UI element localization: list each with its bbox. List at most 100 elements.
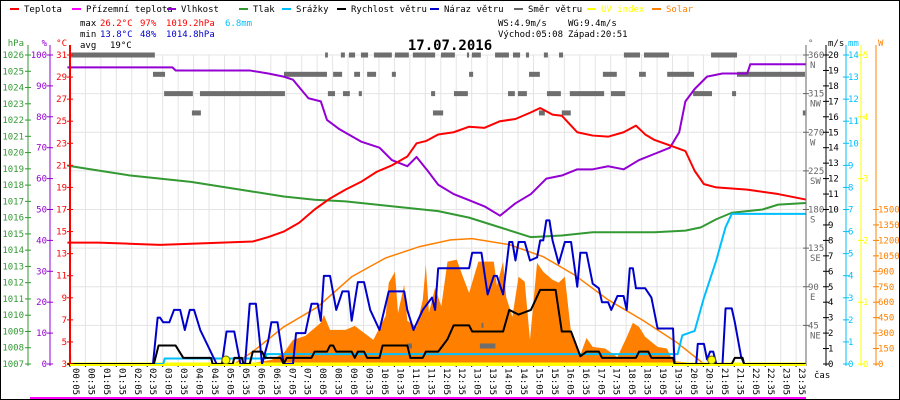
temperature-axis-tick-label: 17 [56, 206, 67, 216]
humidity-axis-tick-label: 20 [36, 298, 47, 308]
solar-axis-tick-label: 1350 [878, 221, 900, 231]
time-axis-label: 17:05 [595, 368, 605, 395]
solar-axis-tick-label: 300 [878, 329, 894, 339]
uv-axis-tick-label: 1 [863, 298, 868, 308]
wind-direction-mark [340, 52, 345, 58]
pressure-axis-tick-label: 1012 [2, 279, 24, 289]
wind-direction-mark [394, 52, 409, 58]
wind-axis-tick-label: 2 [828, 329, 833, 339]
wind-direction-mark [373, 52, 392, 58]
wind-axis-tick-label: 5 [828, 283, 833, 293]
wind-axis-tick-label: 9 [828, 221, 833, 231]
temperature-axis-tick-label: 15 [56, 228, 67, 238]
wind-direction-mark [431, 91, 436, 97]
stat-avg-label: avg [80, 41, 96, 51]
time-axis-label: 15:05 [533, 368, 543, 395]
direction-axis-tick-label: 45 [808, 321, 819, 331]
wind-direction-mark [164, 91, 193, 97]
wind-direction-mark [495, 52, 509, 58]
time-axis-label: 21:35 [734, 368, 744, 395]
direction-axis-tick-label: 180 [808, 206, 824, 216]
direction-axis-name-label: W [810, 138, 816, 148]
wind-direction-mark [737, 71, 805, 77]
rain-axis-tick-label: 4 [848, 272, 853, 282]
stat-min-pressure: 1014.8hPa [166, 30, 215, 40]
rain-axis-tick-label: 10 [848, 139, 859, 149]
wind-axis-tick-label: 6 [828, 267, 833, 277]
humidity-axis-tick-label: 30 [36, 267, 47, 277]
wind-direction-mark [693, 91, 712, 97]
solar-axis-tick-label: 150 [878, 345, 894, 355]
legend-item-label: UV index [601, 5, 645, 15]
wind-direction-mark [610, 91, 626, 97]
time-axis-labels: 00:05 00:35 01:05 01:35 02:05 02:35 03:05 03:35… [69, 364, 806, 395]
humidity-axis-unit: % [42, 39, 48, 49]
stats-block: max 26.2°C 97% 1019.2hPa 6.8mm min 13.8°… [80, 19, 628, 51]
legend-item-label: Rychlost větru [351, 5, 427, 15]
temperature-axis-tick-label: 3 [62, 360, 67, 370]
direction-axis-tick-label: 360 [808, 51, 824, 61]
solar-axis-tick-label: 600 [878, 298, 894, 308]
wind-direction-mark [469, 71, 474, 77]
legend-item-label: Vlhkost [181, 5, 219, 15]
wind-direction-mark [639, 71, 646, 77]
solar-axis-tick-label: 0 [878, 360, 883, 370]
stat-avg-temp: 19°C [110, 41, 132, 51]
legend-item-label: Tlak [253, 5, 275, 15]
temperature-line [67, 106, 807, 246]
solar-axis-unit: W [878, 39, 884, 49]
time-axis-label: 07:05 [286, 368, 296, 395]
direction-axis-name-label: SW [810, 177, 821, 187]
time-axis-label: 18:35 [642, 368, 652, 395]
time-axis-label: 04:35 [209, 368, 219, 395]
direction-axis-name-label: NE [810, 331, 821, 341]
wind-direction-mark [412, 52, 436, 58]
pressure-axis-tick-label: 1011 [2, 295, 24, 305]
direction-axis-name-label: E [810, 293, 815, 303]
time-axis-label: 14:35 [518, 368, 528, 395]
wind-direction-mark [559, 52, 564, 58]
legend: Teplota Přízemní teplota Vlhkost Tlak Srážky… [10, 5, 694, 15]
stat-min-temp: 13.8°C [100, 30, 133, 40]
humidity-axis-tick-label: 100 [31, 51, 47, 61]
wind-direction-mark [543, 52, 548, 58]
stat-max-humidity: 97% [140, 19, 157, 29]
legend-item-label: Teplota [24, 5, 62, 15]
pressure-axis-tick-label: 1007 [2, 360, 24, 370]
time-axis-label: 20:05 [688, 368, 698, 395]
direction-axis-unit: ° [808, 39, 813, 49]
wind-direction-mark [407, 343, 412, 349]
wind-axis-tick-label: 14 [828, 144, 839, 154]
pressure-axis-tick-label: 1013 [2, 262, 24, 272]
wind-direction-mark [358, 91, 362, 97]
wind-direction-mark [453, 91, 468, 97]
stat-min-humidity: 48% [140, 30, 157, 40]
direction-axis-tick-label: 270 [808, 128, 824, 138]
rain-axis-tick-label: 3 [848, 294, 853, 304]
time-axis-label: 19:05 [657, 368, 667, 395]
legend-item-label: Směr větru [528, 5, 582, 15]
stat-sunset: Západ:20:51 [568, 30, 628, 40]
temperature-axis-tick-label: 5 [62, 338, 67, 348]
axes: hPa1007100810091010101110121013101410151… [2, 39, 899, 370]
wind-direction-mark [732, 91, 737, 97]
rain-axis-tick-label: 1 [848, 338, 853, 348]
temperature-axis-tick-label: 31 [56, 51, 67, 61]
stat-wind-gust: WG:9.4m/s [568, 19, 617, 29]
wind-gust-line [67, 219, 806, 365]
temperature-axis-tick-label: 19 [56, 183, 67, 193]
sun-event-marker [221, 355, 231, 365]
temperature-axis-tick-label: 23 [56, 139, 67, 149]
humidity-axis-tick-label: 60 [36, 175, 47, 185]
uv-axis-tick-label: 4 [863, 113, 868, 123]
direction-axis-name-label: S [810, 216, 815, 226]
time-axis-label: 23:05 [781, 368, 791, 395]
wind-direction-mark [333, 71, 343, 77]
stat-max-temp: 26.2°C [100, 19, 133, 29]
solar-axis-tick-label: 1050 [878, 252, 900, 262]
time-axis-label: 01:05 [101, 368, 111, 395]
legend-item-label: Solar [666, 5, 694, 15]
time-axis-label: 11:35 [425, 368, 435, 395]
